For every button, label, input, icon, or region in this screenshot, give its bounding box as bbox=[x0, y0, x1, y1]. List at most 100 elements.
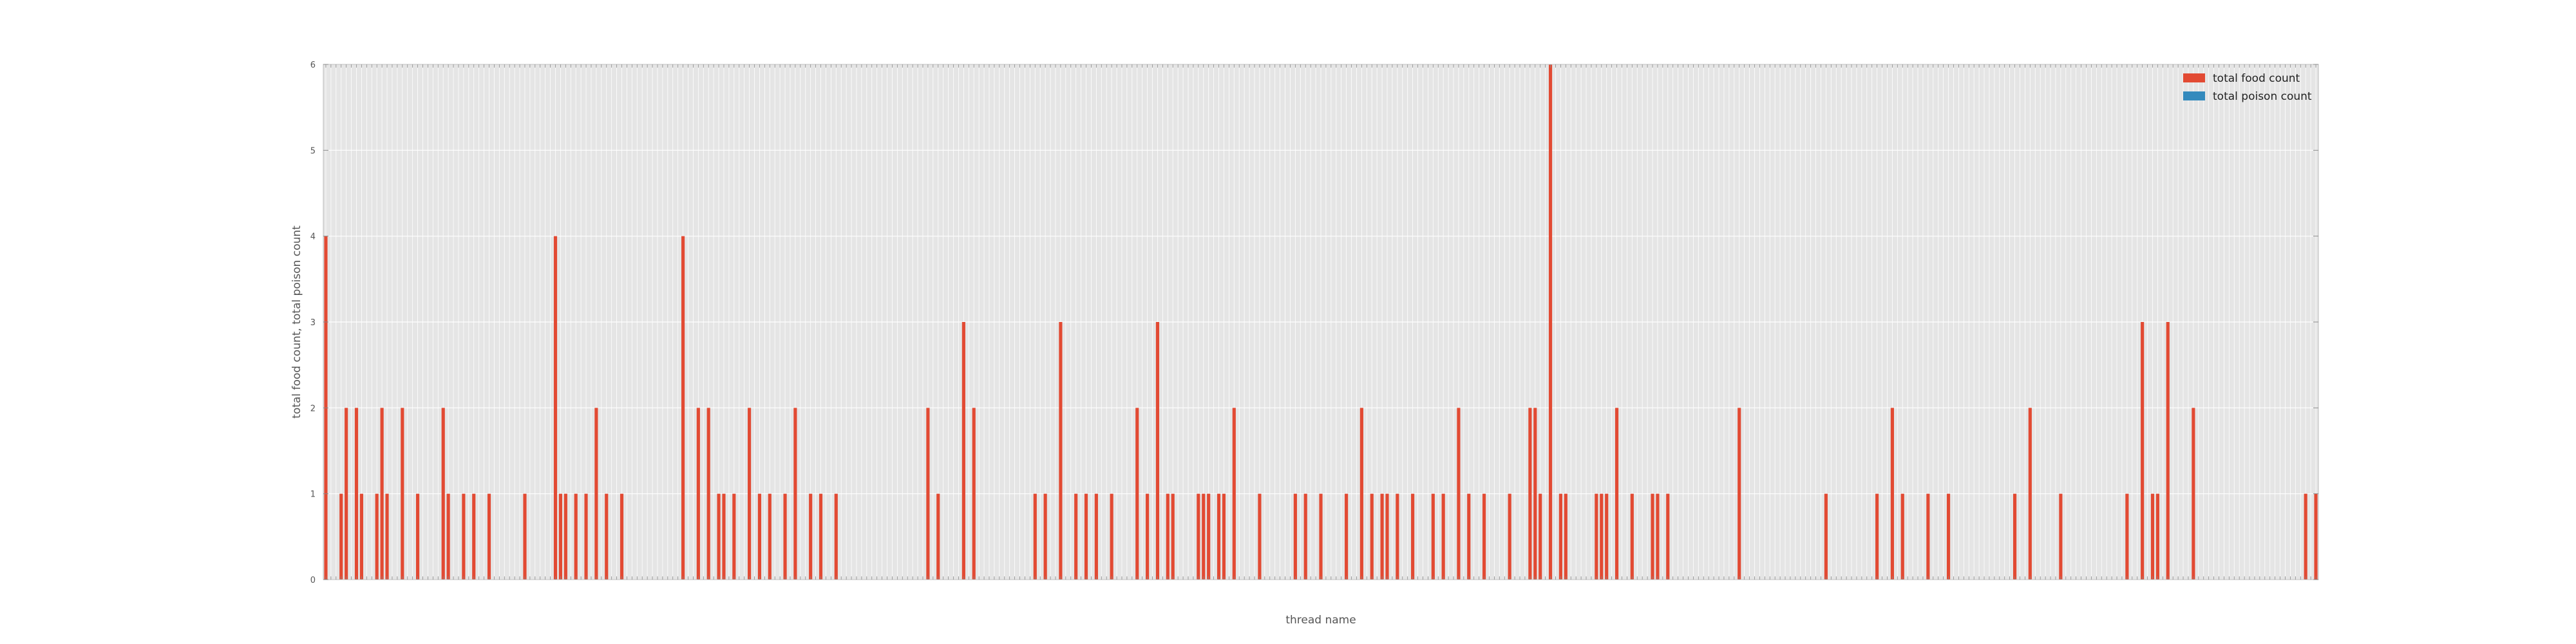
bar-food bbox=[972, 408, 976, 580]
bar-food bbox=[1084, 493, 1088, 580]
bar-food bbox=[594, 408, 598, 580]
bar-food bbox=[1600, 493, 1604, 580]
bar-food bbox=[1615, 408, 1619, 580]
bar-food bbox=[1197, 493, 1200, 580]
bar-food bbox=[354, 408, 359, 580]
bar-food bbox=[2150, 493, 2155, 580]
bar-food bbox=[2028, 408, 2032, 580]
bar-food bbox=[385, 493, 389, 580]
bar-food bbox=[1217, 493, 1221, 580]
y-tick-label: 4 bbox=[310, 232, 316, 242]
bar-food bbox=[1319, 493, 1323, 580]
bar-food bbox=[2012, 493, 2017, 580]
bar-food bbox=[1043, 493, 1047, 580]
bar-food bbox=[584, 493, 588, 580]
bar-food bbox=[1651, 493, 1654, 580]
bar-food bbox=[1558, 493, 1562, 580]
bar-food bbox=[1564, 493, 1567, 580]
bar-food bbox=[732, 493, 736, 580]
bar-food bbox=[1033, 493, 1037, 580]
bar-food bbox=[696, 408, 700, 580]
y-axis-title: total food count, total poison count bbox=[290, 225, 303, 419]
bar-food bbox=[1605, 493, 1609, 580]
bar-food bbox=[1258, 493, 1262, 580]
bar-food bbox=[834, 493, 838, 580]
bar-food bbox=[558, 493, 563, 580]
bar-food bbox=[1155, 322, 1160, 580]
bar-food bbox=[793, 408, 797, 580]
bar-food bbox=[1303, 493, 1307, 580]
bar-food bbox=[446, 493, 450, 580]
bar-food bbox=[2155, 493, 2159, 580]
bar-food bbox=[1595, 493, 1598, 580]
bar-food bbox=[1666, 493, 1670, 580]
grid-lines bbox=[323, 64, 2318, 580]
bar-food bbox=[1202, 493, 1206, 580]
bar-food bbox=[487, 493, 491, 580]
bar-food bbox=[1457, 408, 1461, 580]
bar-food bbox=[1385, 493, 1389, 580]
y-tick-label: 5 bbox=[310, 146, 316, 156]
bar-food bbox=[1824, 493, 1828, 580]
bar-food bbox=[809, 493, 813, 580]
bar-food bbox=[1135, 408, 1139, 580]
bar-food bbox=[1370, 493, 1374, 580]
bar-food bbox=[1467, 493, 1471, 580]
bar-food bbox=[1528, 408, 1532, 580]
bar-food bbox=[574, 493, 578, 580]
bar-food bbox=[380, 408, 384, 580]
bar-food bbox=[1539, 493, 1542, 580]
bar-food bbox=[1146, 493, 1150, 580]
bar-food bbox=[1110, 493, 1113, 580]
bar-food bbox=[1293, 493, 1297, 580]
bar-food bbox=[768, 493, 772, 580]
bar-food bbox=[2166, 322, 2170, 580]
bar-food bbox=[1533, 408, 1537, 580]
x-axis bbox=[325, 64, 2316, 580]
bar-food bbox=[359, 493, 363, 580]
bar-food bbox=[553, 236, 558, 580]
x-axis-title: thread name bbox=[1285, 614, 1356, 627]
bar-food bbox=[722, 493, 726, 580]
legend-swatch-poison bbox=[2183, 91, 2205, 100]
bar-food bbox=[926, 408, 930, 580]
bar-food bbox=[1630, 493, 1634, 580]
bar-food bbox=[1380, 493, 1384, 580]
bar-food bbox=[2141, 322, 2145, 580]
bar-food bbox=[462, 493, 466, 580]
bar-food bbox=[523, 493, 527, 580]
bar-food bbox=[375, 493, 379, 580]
bar-food bbox=[1345, 493, 1349, 580]
bar-food bbox=[620, 493, 624, 580]
bar-food bbox=[706, 408, 710, 580]
bar-food bbox=[1656, 493, 1660, 580]
bar-food bbox=[605, 493, 609, 580]
bar-food bbox=[681, 236, 685, 580]
bar-food bbox=[1738, 408, 1741, 580]
bar-food bbox=[1232, 408, 1236, 580]
bar-food bbox=[1207, 493, 1211, 580]
bar-food bbox=[1890, 408, 1894, 580]
bar-food bbox=[1396, 493, 1399, 580]
bar-food bbox=[339, 493, 343, 580]
legend: total food count total poison count bbox=[2183, 72, 2312, 103]
bar-food bbox=[1926, 493, 1930, 580]
bar-food bbox=[1946, 493, 1951, 580]
bar-food bbox=[717, 493, 721, 580]
y-tick-label: 6 bbox=[310, 61, 316, 70]
legend-label-food: total food count bbox=[2213, 72, 2300, 85]
bar-food bbox=[401, 408, 404, 580]
bar-food bbox=[1508, 493, 1511, 580]
bar-food bbox=[783, 493, 787, 580]
legend-label-poison: total poison count bbox=[2213, 90, 2312, 103]
bar-food bbox=[1359, 408, 1363, 580]
y-tick-label: 3 bbox=[310, 318, 316, 328]
y-tick-label: 2 bbox=[310, 404, 316, 413]
bar-food bbox=[1222, 493, 1226, 580]
bar-food bbox=[1900, 493, 1904, 580]
bar-food bbox=[1548, 64, 1553, 580]
bar-food bbox=[936, 493, 940, 580]
bar-food bbox=[1441, 493, 1445, 580]
y-tick-label: 1 bbox=[310, 490, 316, 500]
